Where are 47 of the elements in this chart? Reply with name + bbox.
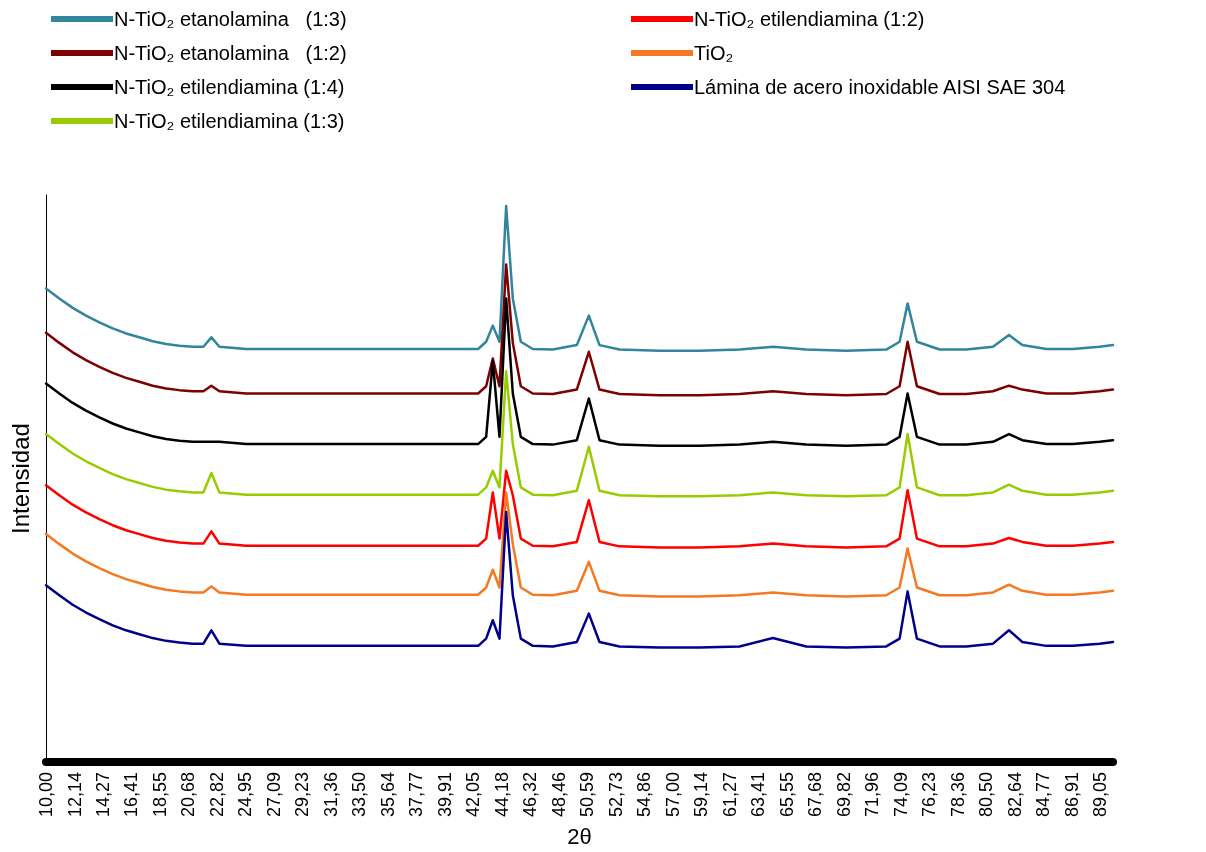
x-tick-label: 42,05 xyxy=(463,772,484,818)
x-tick-label: 46,32 xyxy=(520,772,541,818)
x-tick-label: 82,64 xyxy=(1004,772,1025,818)
y-axis-title: Intensidad xyxy=(6,423,34,534)
x-tick-label: 65,55 xyxy=(776,772,797,818)
legend-label: N-TiO₂ etilendiamina (1:4) xyxy=(114,76,345,98)
legend-label: N-TiO₂ etilendiamina (1:3) xyxy=(114,110,345,132)
x-tick-label: 18,55 xyxy=(150,772,171,818)
x-tick-label: 67,68 xyxy=(805,772,826,818)
x-tick-label: 50,59 xyxy=(577,772,598,818)
x-tick-label: 80,50 xyxy=(976,772,997,818)
x-tick-label: 44,18 xyxy=(491,772,512,818)
x-tick-label: 12,14 xyxy=(64,772,85,818)
x-tick-label: 57,00 xyxy=(662,772,683,818)
x-tick-label: 71,96 xyxy=(862,772,883,818)
legend-label: N-TiO₂ etanolamina (1:3) xyxy=(114,8,347,30)
x-tick-label: 86,91 xyxy=(1061,772,1082,818)
x-tick-label: 76,23 xyxy=(919,772,940,818)
x-tick-label: 27,09 xyxy=(263,772,284,818)
x-tick-label: 89,05 xyxy=(1090,772,1111,818)
x-tick-label: 69,82 xyxy=(833,772,854,818)
legend-label: Lámina de acero inoxidable AISI SAE 304 xyxy=(694,76,1066,98)
x-tick-label: 48,46 xyxy=(548,772,569,818)
x-tick-label: 61,27 xyxy=(719,772,740,818)
x-tick-label: 24,95 xyxy=(235,772,256,818)
x-tick-label: 37,77 xyxy=(406,772,427,818)
x-tick-label: 14,27 xyxy=(92,772,113,818)
x-tick-label: 10,00 xyxy=(36,772,56,818)
x-axis-title: 2θ xyxy=(567,823,592,849)
x-tick-label: 20,68 xyxy=(178,772,199,818)
legend-label: N-TiO₂ etanolamina (1:2) xyxy=(114,42,347,64)
x-tick-label: 39,91 xyxy=(434,772,455,818)
x-tick-label: 63,41 xyxy=(748,772,769,818)
x-tick-label: 78,36 xyxy=(947,772,968,818)
x-tick-label: 29,23 xyxy=(292,772,313,818)
x-tick-label: 22,82 xyxy=(206,772,227,818)
x-tick-label: 16,41 xyxy=(121,772,142,818)
x-tick-label: 35,64 xyxy=(377,772,398,818)
x-tick-label: 54,86 xyxy=(634,772,655,818)
x-tick-label: 31,36 xyxy=(320,772,341,818)
x-tick-label: 52,73 xyxy=(605,772,626,818)
legend-label: N-TiO₂ etilendiamina (1:2) xyxy=(694,8,925,30)
x-tick-label: 84,77 xyxy=(1033,772,1054,818)
x-tick-label: 59,14 xyxy=(691,772,712,818)
x-tick-label: 74,09 xyxy=(890,772,911,818)
x-tick-label: 33,50 xyxy=(349,772,370,818)
legend-label: TiO₂ xyxy=(694,42,734,64)
